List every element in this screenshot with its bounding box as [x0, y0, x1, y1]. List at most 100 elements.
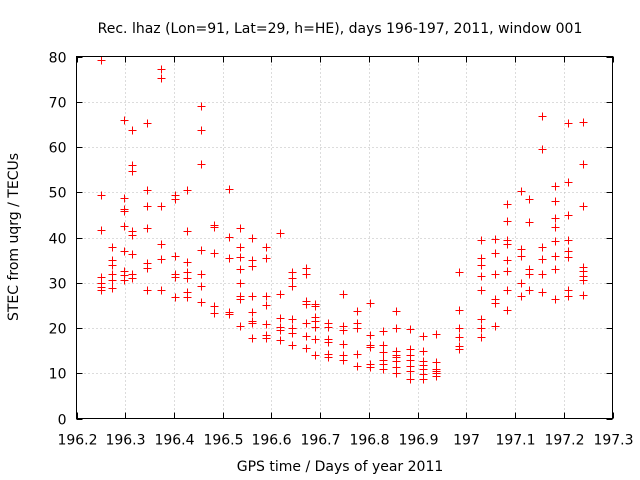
data-point	[157, 286, 166, 295]
data-point	[392, 307, 401, 316]
data-point	[276, 290, 285, 299]
data-point	[579, 291, 588, 300]
data-point	[248, 308, 257, 317]
tick-labels: 196.2 196.3 196.4 196.5 196.6 196.7 196.8 196.9…	[49, 51, 634, 449]
data-point	[419, 332, 428, 341]
data-point	[143, 224, 152, 233]
data-point	[353, 324, 362, 333]
x-tick-label: 196.8	[349, 433, 389, 449]
data-point	[225, 233, 234, 242]
data-point	[197, 270, 206, 279]
data-point	[183, 274, 192, 283]
plot-frame	[76, 56, 613, 419]
data-point	[288, 341, 297, 350]
x-tick-label: 196.2	[57, 433, 97, 449]
data-point	[171, 293, 180, 302]
data-point	[477, 272, 486, 281]
data-point	[392, 369, 401, 378]
data-point	[262, 243, 271, 252]
data-point	[143, 202, 152, 211]
y-tick-label: 10	[49, 367, 67, 383]
data-point	[339, 356, 348, 365]
data-point	[248, 234, 257, 243]
data-point	[120, 222, 129, 231]
data-point	[432, 372, 441, 381]
data-point	[353, 350, 362, 359]
y-tick-label: 60	[49, 141, 67, 157]
data-point	[143, 264, 152, 273]
data-point	[491, 322, 500, 331]
y-tick-label: 50	[49, 186, 67, 202]
data-point	[366, 363, 375, 372]
data-point	[225, 254, 234, 263]
data-point	[353, 307, 362, 316]
data-point	[210, 302, 219, 311]
data-point	[183, 227, 192, 236]
data-point	[143, 186, 152, 195]
data-point	[236, 265, 245, 274]
data-point	[143, 119, 152, 128]
data-point	[406, 367, 415, 376]
data-point	[311, 335, 320, 344]
data-point	[236, 253, 245, 262]
y-tick-label: 40	[49, 232, 67, 248]
data-point	[197, 298, 206, 307]
data-point	[262, 320, 271, 329]
data-point	[579, 118, 588, 127]
data-point	[171, 273, 180, 282]
data-point	[525, 195, 534, 204]
data-point	[353, 362, 362, 371]
data-point	[379, 327, 388, 336]
data-point	[262, 334, 271, 343]
x-tick-label: 196.9	[398, 433, 438, 449]
data-point	[324, 323, 333, 332]
data-point	[455, 345, 464, 354]
y-tick-label: 0	[58, 413, 67, 429]
data-point	[538, 112, 547, 121]
data-point	[366, 331, 375, 340]
data-point	[491, 249, 500, 258]
data-point	[236, 295, 245, 304]
data-point	[517, 245, 526, 254]
data-point	[477, 286, 486, 295]
data-point	[406, 375, 415, 384]
data-point	[248, 319, 257, 328]
data-point	[210, 249, 219, 258]
data-point	[366, 343, 375, 352]
data-point	[503, 217, 512, 226]
data-point	[538, 255, 547, 264]
data-point	[157, 74, 166, 83]
data-point	[477, 315, 486, 324]
x-tick-label: 196.7	[300, 433, 340, 449]
data-point	[491, 270, 500, 279]
data-point	[517, 279, 526, 288]
data-point	[248, 292, 257, 301]
data-point	[477, 254, 486, 263]
data-point	[564, 178, 573, 187]
data-point	[276, 314, 285, 323]
data-point	[551, 237, 560, 246]
grid	[76, 56, 613, 419]
data-point	[491, 299, 500, 308]
data-point	[157, 202, 166, 211]
data-point	[183, 186, 192, 195]
x-tick-label: 196.3	[105, 433, 145, 449]
data-point	[197, 282, 206, 291]
data-point	[210, 223, 219, 232]
y-tick-label: 80	[49, 51, 67, 67]
x-tick-label: 197.2	[544, 433, 584, 449]
data-point	[538, 243, 547, 252]
data-point	[579, 160, 588, 169]
data-point	[108, 261, 117, 270]
data-point	[128, 250, 137, 259]
data-point	[503, 256, 512, 265]
data-point	[477, 236, 486, 245]
x-tick-label: 197.3	[593, 433, 633, 449]
data-point	[538, 270, 547, 279]
data-point	[551, 223, 560, 232]
x-tick-label: 197.1	[495, 433, 535, 449]
data-point	[262, 301, 271, 310]
data-point	[579, 202, 588, 211]
data-point	[171, 195, 180, 204]
